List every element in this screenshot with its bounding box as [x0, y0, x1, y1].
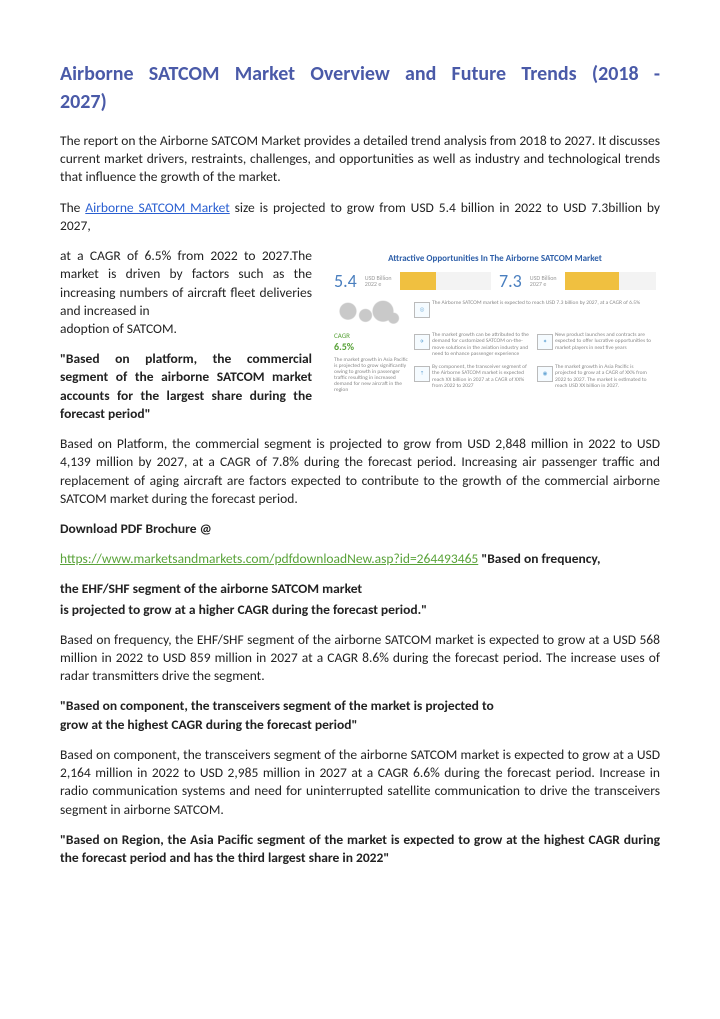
- frequency-heading-1: the EHF/SHF segment of the airborne SATC…: [60, 580, 660, 598]
- airborne-satcom-link[interactable]: Airborne SATCOM Market: [85, 199, 229, 216]
- platform-paragraph: Based on Platform, the commercial segmen…: [60, 435, 660, 508]
- gauge-2022: [400, 272, 491, 290]
- opportunities-figure: Attractive Opportunities In The Airborne…: [330, 251, 660, 421]
- figure-title: Attractive Opportunities In The Airborne…: [330, 253, 660, 264]
- region-heading: "Based on Region, the Asia Pacific segme…: [60, 831, 660, 867]
- download-label: Download PDF Brochure @: [60, 520, 660, 538]
- globe-icon: ◉: [537, 366, 553, 382]
- frequency-heading-2: is projected to grow at a higher CAGR du…: [60, 601, 660, 619]
- frequency-paragraph: Based on frequency, the EHF/SHF segment …: [60, 631, 660, 686]
- fig-box-3: New product launches and contracts are e…: [555, 332, 656, 360]
- fig-box-2: The market growth can be attributed to t…: [432, 332, 533, 360]
- map-caption: The market growth in Asia Pacific is pro…: [334, 357, 408, 393]
- component-heading-1: "Based on component, the transceivers se…: [60, 697, 660, 715]
- intro-paragraph: The report on the Airborne SATCOM Market…: [60, 132, 660, 187]
- gauge-2027: [565, 272, 656, 290]
- title-line-2: 2027): [60, 88, 660, 116]
- launch-icon: ✦: [537, 334, 553, 350]
- frequency-intro: "Based on frequency,: [481, 550, 600, 567]
- target-icon: ◎: [414, 302, 430, 318]
- projection-paragraph: The Airborne SATCOM Market size is proje…: [60, 199, 660, 235]
- title-line-1: Airborne SATCOM Market Overview and Futu…: [60, 62, 660, 86]
- component-heading-2: grow at the highest CAGR during the fore…: [60, 716, 660, 734]
- cagr-paragraph: at a CAGR of 6.5% from 2022 to 2027.The …: [60, 247, 315, 338]
- chart-icon: ⇡: [414, 366, 430, 382]
- value-2022: 5.4: [334, 270, 357, 292]
- fig-box-4: By component, the transceiver segment of…: [432, 364, 533, 392]
- world-map-icon: [334, 300, 404, 328]
- aviation-icon: ✈: [414, 334, 430, 350]
- page-title: Airborne SATCOM Market Overview and Futu…: [60, 60, 660, 116]
- platform-heading: "Based on platform, the commercial segme…: [60, 350, 315, 423]
- fig-box-1: The Airborne SATCOM market is expected t…: [432, 300, 656, 328]
- value-2027: 7.3: [499, 270, 522, 292]
- component-paragraph: Based on component, the transceivers seg…: [60, 746, 660, 819]
- pdf-download-link[interactable]: https://www.marketsandmarkets.com/pdfdow…: [60, 550, 478, 567]
- fig-box-5: The market growth in Asia Pacific is pro…: [555, 364, 656, 392]
